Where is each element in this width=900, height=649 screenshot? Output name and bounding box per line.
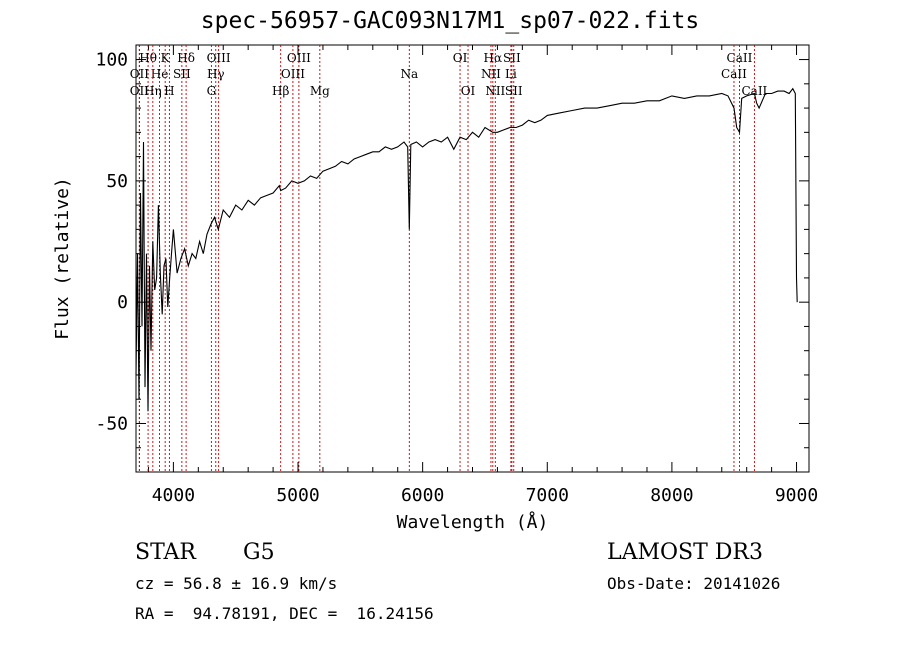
y-tick-label: 100 [95, 50, 128, 71]
spectral-line-label: NII [485, 84, 505, 98]
y-tick-label: 50 [106, 171, 128, 192]
x-tick-label: 6000 [401, 485, 444, 506]
spectral-line-label: OIII [207, 51, 231, 65]
spectral-line-label: NII [481, 67, 501, 81]
spectral-line-label: Hγ [207, 67, 225, 81]
spectral-line-label: Li [505, 67, 517, 81]
x-tick-label: 8000 [650, 485, 693, 506]
spectrum-line [135, 87, 798, 412]
spectral-line-label: OII [130, 84, 150, 98]
spectral-line-label: CaII [727, 51, 753, 65]
plot-frame [135, 44, 810, 473]
object-class: STAR [135, 540, 196, 565]
coordinates-readout: RA = 94.78191, DEC = 16.24156 [135, 604, 434, 623]
spectral-line-label: SII [505, 84, 523, 98]
x-tick-label: 5000 [276, 485, 319, 506]
spectral-line-label: SII [173, 67, 191, 81]
x-tick-label: 4000 [152, 485, 195, 506]
y-tick-label: -50 [95, 413, 128, 434]
x-axis-label: Wavelength (Å) [397, 511, 549, 533]
spectral-line-label: Hβ [272, 84, 289, 98]
spectral-line-label: Hα [484, 51, 503, 65]
spectral-line-label: CaII [741, 84, 767, 98]
spectral-line-label: OI [461, 84, 476, 98]
spectral-line-label: Mg [310, 84, 330, 98]
object-subclass: G5 [243, 540, 275, 565]
spectral-line-label: K [161, 51, 171, 65]
y-axis-label: Flux (relative) [52, 177, 73, 340]
spectral-line-label: Hη [144, 84, 162, 98]
x-tick-label: 9000 [775, 485, 818, 506]
spectral-line-label: Hδ [177, 51, 195, 65]
observation-date: Obs-Date: 20141026 [607, 574, 781, 593]
x-tick-label: 7000 [526, 485, 569, 506]
y-tick-label: 0 [117, 292, 128, 313]
chart-title: spec-56957-GAC093N17M1_sp07-022.fits [200, 8, 700, 34]
redshift-readout: cz = 56.8 ± 16.9 km/s [135, 574, 338, 593]
spectral-line-label: Na [400, 67, 418, 81]
spectral-line-label: CaII [721, 67, 747, 81]
spectral-line-label: OI [453, 51, 468, 65]
spectral-line-label: Hθ [139, 51, 157, 65]
spectral-line-label: OIII [287, 51, 311, 65]
survey-label: LAMOST DR3 [607, 540, 763, 565]
spectral-line-label: G [207, 84, 217, 98]
spectral-line-label: He [151, 67, 169, 81]
spectral-line-label: OIII [281, 67, 305, 81]
spectral-line-label: SII [503, 51, 521, 65]
spectral-line-label: H [164, 84, 174, 98]
